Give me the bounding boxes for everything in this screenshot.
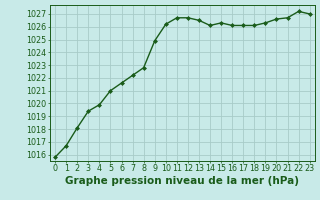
X-axis label: Graphe pression niveau de la mer (hPa): Graphe pression niveau de la mer (hPa) — [65, 176, 300, 186]
